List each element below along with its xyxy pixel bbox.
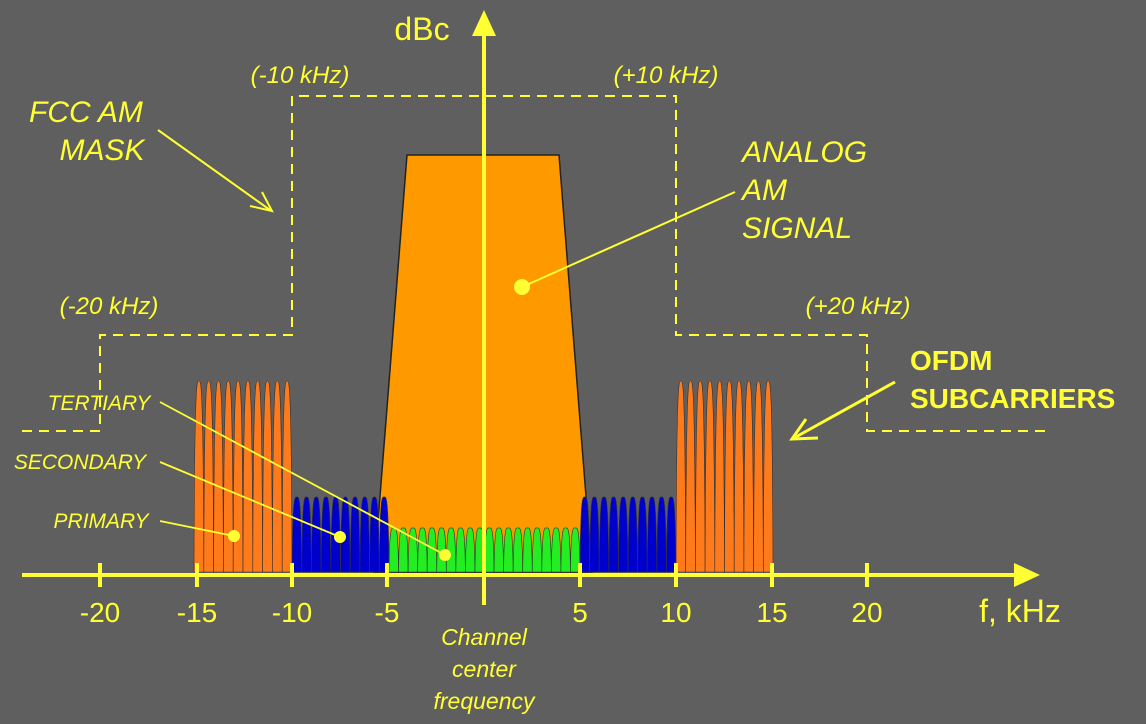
- analog-pointer-dot: [514, 279, 530, 295]
- tertiary-subcarrier: [512, 527, 524, 573]
- secondary-pointer-dot: [334, 531, 346, 543]
- primary-subcarrier: [685, 380, 696, 573]
- center-label-line2: center: [452, 656, 517, 682]
- secondary-subcarrier: [369, 496, 380, 573]
- tertiary-subcarrier: [570, 527, 581, 573]
- secondary-pointer: [159, 461, 341, 538]
- tertiary-subcarrier: [465, 527, 476, 573]
- center-label-line3: frequency: [433, 688, 536, 714]
- primary-subcarrier: [272, 380, 283, 573]
- x-axis-label: f, kHz: [979, 593, 1061, 629]
- ofdm-pointer-head: [789, 418, 819, 441]
- mask-title-line2: MASK: [59, 134, 146, 167]
- analog-label-line2: AM: [740, 174, 787, 207]
- primary-label: PRIMARY: [54, 510, 151, 533]
- y-axis-arrow: [472, 10, 496, 36]
- tertiary-subcarrier: [398, 527, 409, 573]
- ofdm-label-line1: OFDM: [910, 345, 992, 376]
- secondary-subcarrier: [666, 496, 677, 573]
- tertiary-subcarrier: [407, 527, 418, 573]
- secondary-subcarrier: [359, 496, 370, 573]
- secondary-subcarrier: [608, 496, 619, 573]
- x-axis-arrow: [1014, 563, 1040, 587]
- secondary-subcarrier: [656, 496, 667, 573]
- secondary-subcarrier: [618, 496, 629, 573]
- secondary-label: SECONDARY: [14, 451, 148, 474]
- mask-label-plus20: (+20 kHz): [806, 293, 911, 320]
- mask-title-line1: FCC AM: [29, 96, 143, 129]
- mask-label-minus10: (-10 kHz): [251, 62, 350, 89]
- tertiary-subcarrier: [493, 527, 504, 573]
- secondary-subcarrier: [378, 496, 390, 573]
- tertiary-subcarrier: [541, 527, 552, 573]
- primary-subcarrier: [695, 380, 706, 573]
- secondary-subcarrier: [627, 496, 638, 573]
- ofdm-pointer: [793, 380, 896, 440]
- primary-subcarrier: [213, 380, 224, 573]
- tertiary-subcarrier: [417, 527, 428, 573]
- x-tick-label: 10: [660, 597, 691, 628]
- mask-label-plus10: (+10 kHz): [614, 62, 719, 89]
- primary-subcarrier: [724, 380, 735, 573]
- secondary-subcarrier: [349, 496, 361, 573]
- primary-subcarrier: [232, 380, 244, 573]
- primary-subcarrier: [242, 380, 254, 573]
- x-axis-ticks: -20 -15 -10 -5 5 10 15 20: [80, 563, 883, 628]
- tertiary-subcarrier: [522, 527, 533, 573]
- secondary-subcarrier: [637, 496, 648, 573]
- fcc-am-mask: [22, 95, 1045, 432]
- tertiary-subcarrier: [551, 527, 562, 573]
- primary-subcarrier: [223, 380, 234, 573]
- x-tick-label: -10: [272, 597, 312, 628]
- tertiary-subcarrier: [531, 527, 543, 573]
- tertiary-subcarrier: [455, 527, 466, 573]
- primary-subcarrier: [252, 380, 263, 573]
- primary-subcarrier: [203, 380, 214, 573]
- primary-subcarrier: [281, 380, 293, 573]
- analog-label-line3: SIGNAL: [742, 212, 852, 245]
- primary-subcarrier: [262, 380, 273, 573]
- secondary-subcarrier: [598, 496, 610, 573]
- x-tick-label: 5: [572, 597, 588, 628]
- primary-subcarrier: [675, 380, 687, 573]
- primary-subcarrier: [714, 380, 725, 573]
- secondary-subcarrier: [291, 496, 303, 573]
- y-axis-label: dBc: [394, 11, 449, 47]
- mask-label-minus20: (-20 kHz): [60, 293, 159, 320]
- primary-subcarrier: [704, 380, 716, 573]
- primary-subcarrier: [762, 380, 774, 573]
- tertiary-pointer: [159, 401, 446, 556]
- secondary-subcarrier: [320, 496, 332, 573]
- analog-label-line1: ANALOG: [740, 136, 867, 169]
- mask-pointer-head: [249, 191, 274, 213]
- tertiary-subcarrier: [503, 527, 514, 573]
- secondary-subcarrier: [646, 496, 658, 573]
- x-tick-label: -5: [375, 597, 400, 628]
- tertiary-pointer-dot: [439, 549, 451, 561]
- secondary-subcarrier: [311, 496, 322, 573]
- secondary-subcarrier: [589, 496, 600, 573]
- primary-subcarrier: [753, 380, 764, 573]
- primary-subcarrier: [733, 380, 745, 573]
- primary-subcarrier: [193, 380, 205, 573]
- x-tick-label: 20: [851, 597, 882, 628]
- secondary-subcarrier: [301, 496, 312, 573]
- secondary-subcarrier: [579, 496, 590, 573]
- tertiary-subcarrier: [445, 527, 457, 573]
- primary-pointer: [159, 520, 235, 537]
- x-tick-label: -20: [80, 597, 120, 628]
- tertiary-subcarrier: [388, 527, 399, 573]
- primary-pointer-dot: [228, 530, 240, 542]
- tertiary-subcarrier: [560, 527, 571, 573]
- tertiary-label: TERTIARY: [48, 392, 153, 415]
- center-label-line1: Channel: [441, 624, 528, 650]
- analog-pointer: [521, 191, 736, 288]
- x-tick-label: -15: [177, 597, 217, 628]
- mask-pointer: [157, 129, 271, 211]
- primary-subcarrier: [743, 380, 754, 573]
- x-tick-label: 15: [756, 597, 787, 628]
- ofdm-label-line2: SUBCARRIERS: [910, 383, 1115, 414]
